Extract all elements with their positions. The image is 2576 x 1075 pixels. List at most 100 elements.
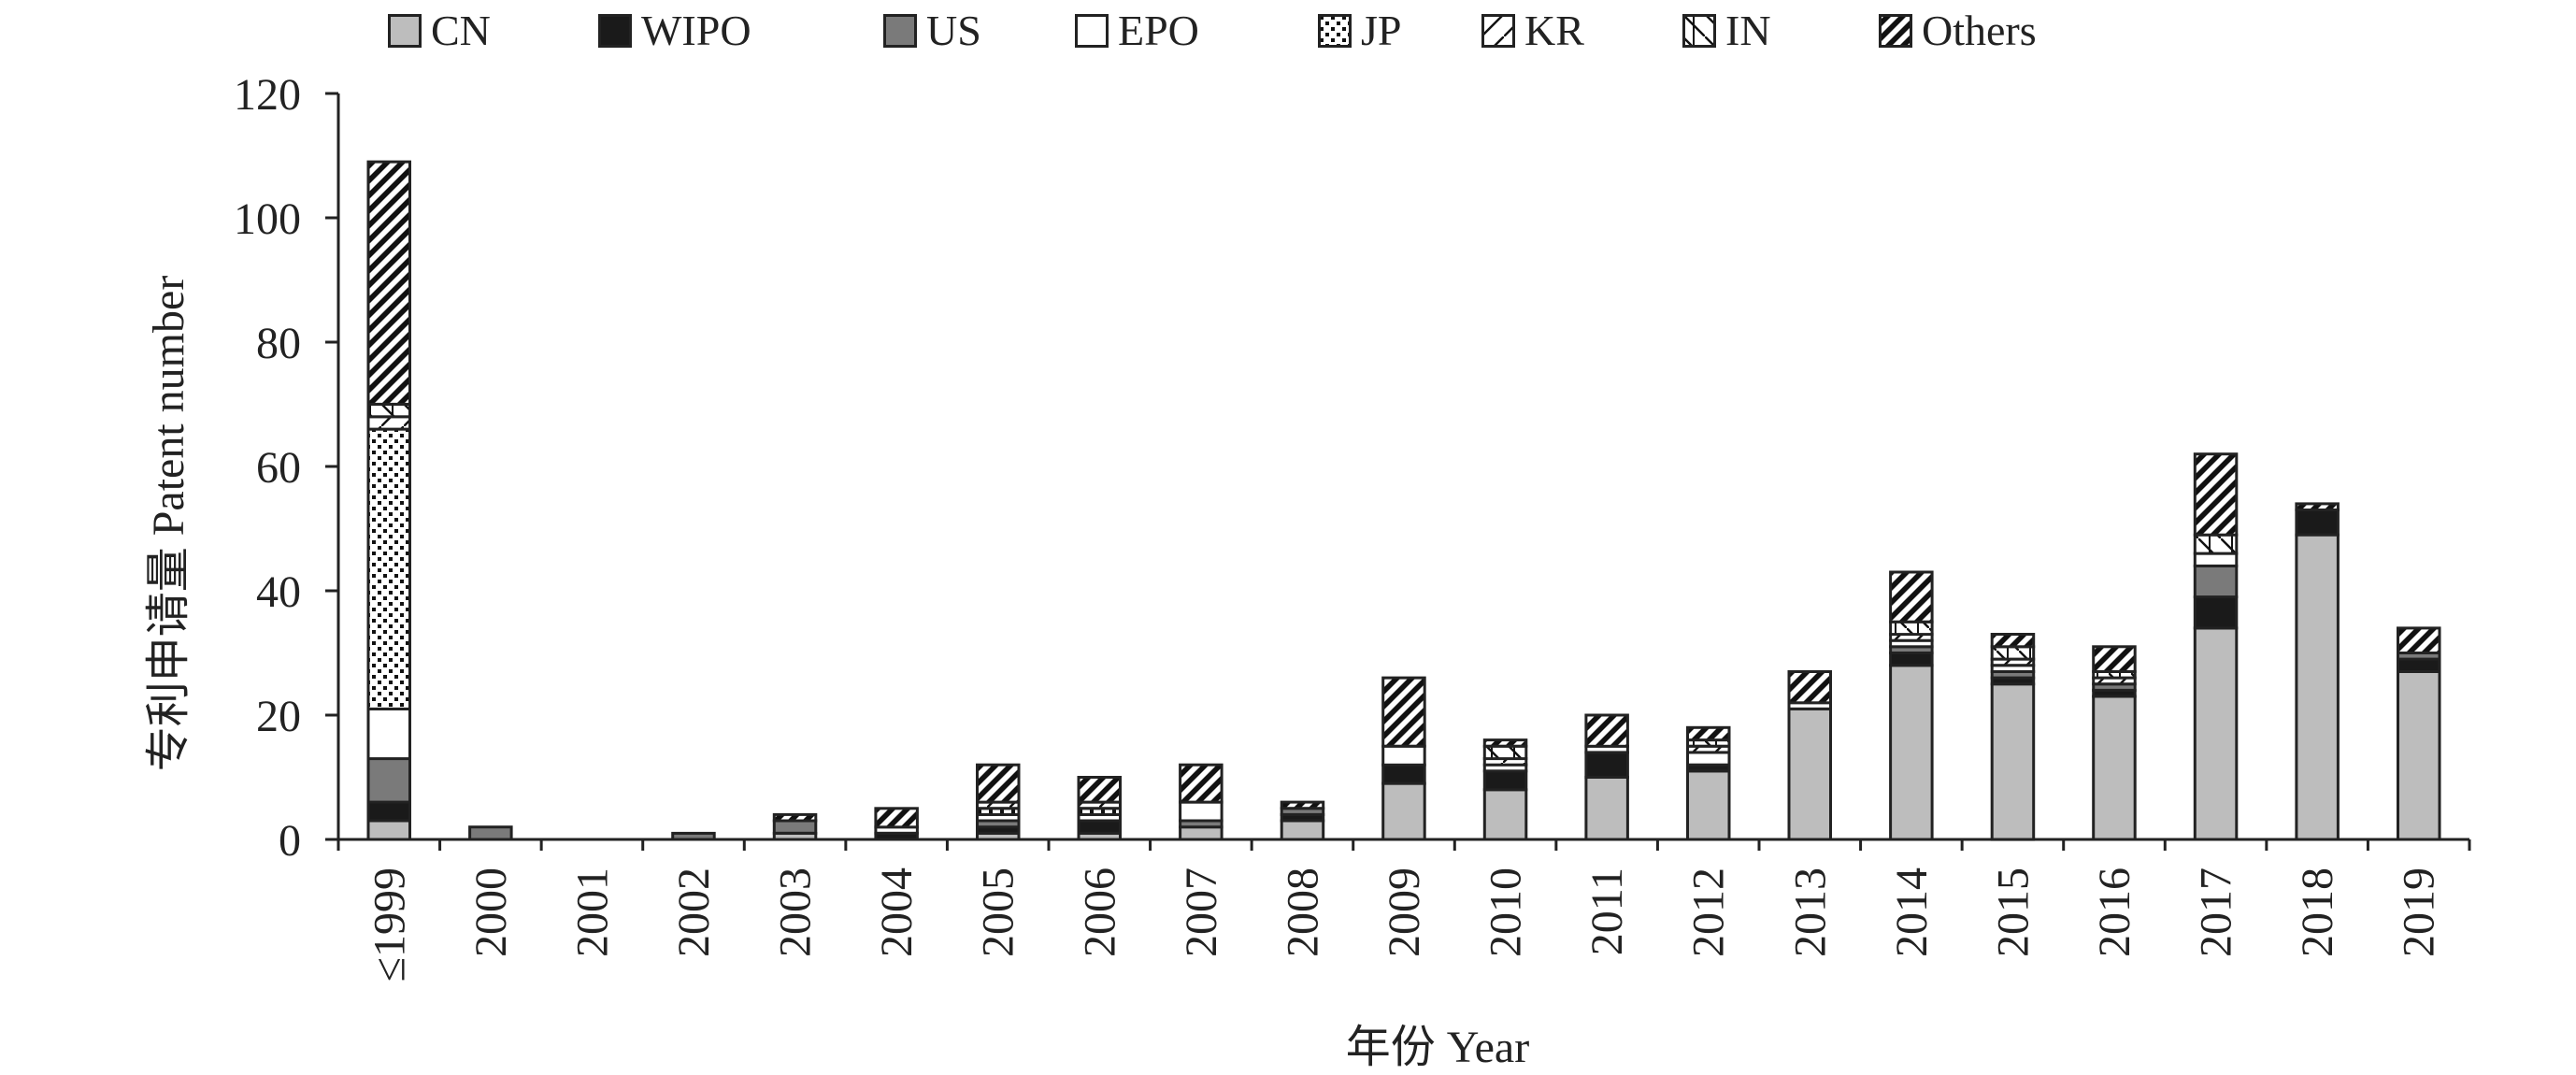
x-tick-label: 2007 <box>1177 867 1226 957</box>
bar-segment-epo-18 <box>2193 552 2239 567</box>
x-tick-label: 2011 <box>1582 867 1632 955</box>
x-tick-label: 2005 <box>974 867 1023 957</box>
bar-segment-others-14 <box>1787 670 1832 705</box>
x-axis-title: 年份 Year <box>1345 1023 1530 1072</box>
legend-item-cn: CN <box>388 7 491 54</box>
bar-segment-in-16 <box>1990 645 2036 661</box>
bar-segment-others-4 <box>772 812 818 823</box>
x-tick-label: 2015 <box>1988 867 2038 957</box>
y-axis: 0 20 40 60 80 100 120 <box>234 70 340 866</box>
bars-layer <box>366 160 2441 841</box>
bar-segment-cn-9 <box>1280 819 1325 841</box>
bar-segment-cn-19 <box>2295 533 2340 841</box>
bar-segment-epo-8 <box>1179 800 1224 823</box>
bar-segment-others-6 <box>976 763 1021 804</box>
bar-segment-wipo-7 <box>1077 819 1122 835</box>
legend-item-epo: EPO <box>1075 7 1199 54</box>
bar-segment-wipo-19 <box>2295 509 2340 537</box>
bar-segment-others-16 <box>1990 633 2036 649</box>
y-tick-label: 80 <box>256 319 301 368</box>
x-tick-label: 2012 <box>1684 867 1734 957</box>
bar-segment-us-4 <box>772 819 818 835</box>
legend-item-others: Others <box>1879 7 2037 54</box>
bar-segment-cn-11 <box>1482 788 1528 841</box>
legend-item-jp: JP <box>1318 7 1401 54</box>
bar-segment-in-18 <box>2193 533 2239 555</box>
x-tick-label: 2009 <box>1380 867 1429 957</box>
legend-item-kr: KR <box>1481 7 1584 54</box>
x-tick-label: 2002 <box>669 867 719 957</box>
y-tick-label: 40 <box>256 567 301 617</box>
bar-segment-epo-13 <box>1686 751 1731 767</box>
bar-segment-cn-17 <box>2092 695 2137 841</box>
bar-segment-others-12 <box>1584 713 1629 748</box>
bar-segment-wipo-20 <box>2397 657 2441 673</box>
x-tick-label: 2018 <box>2293 867 2342 957</box>
legend-swatch-cn <box>388 14 422 48</box>
x-tick-label: 2016 <box>2090 867 2140 957</box>
x-tick-label: 2019 <box>2395 867 2444 957</box>
legend-swatch-kr <box>1481 14 1515 48</box>
x-tick-label: 2004 <box>872 867 922 957</box>
bar-segment-epo-0 <box>366 707 411 761</box>
y-tick-label: 120 <box>234 70 301 120</box>
legend-label: EPO <box>1118 7 1199 54</box>
bar-segment-wipo-12 <box>1584 751 1629 780</box>
bar-segment-cn-13 <box>1686 769 1731 841</box>
legend: CN WIPO US EPO JP KR IN Others <box>0 0 2576 65</box>
legend-label: KR <box>1524 7 1584 54</box>
bar-segment-cn-8 <box>1179 825 1224 841</box>
y-tick-label: 0 <box>279 816 301 866</box>
bar-segment-wipo-0 <box>366 800 411 823</box>
bar-segment-others-19 <box>2295 502 2340 512</box>
bar-segment-in-15 <box>1889 620 1934 637</box>
x-tick-label: ≤1999 <box>365 867 414 982</box>
bar-segment-others-20 <box>2397 626 2441 655</box>
x-tick-label: 2010 <box>1481 867 1531 957</box>
y-tick-label: 100 <box>234 194 301 244</box>
bar-segment-cn-10 <box>1381 781 1426 841</box>
bar-segment-cn-16 <box>1990 682 2036 841</box>
bar-segment-jp-0 <box>366 427 411 710</box>
bar-segment-cn-15 <box>1889 664 1934 841</box>
bar-segment-us-18 <box>2193 564 2239 599</box>
y-axis-title: 专利申请量 Patent number <box>144 275 193 772</box>
legend-label: WIPO <box>641 7 751 54</box>
bar-segment-in-0 <box>366 403 411 419</box>
bar-segment-others-11 <box>1482 738 1528 748</box>
bar-segment-epo-10 <box>1381 744 1426 767</box>
bar-segment-others-5 <box>874 807 919 829</box>
bar-segment-us-0 <box>366 757 411 804</box>
legend-label: JP <box>1361 7 1402 54</box>
bar-segment-others-9 <box>1280 800 1325 810</box>
bar-segment-cn-18 <box>2193 626 2239 841</box>
bar-segment-others-18 <box>2193 452 2239 537</box>
x-tick-label: 2017 <box>2192 867 2241 957</box>
bar-segment-cn-20 <box>2397 670 2441 841</box>
bar-segment-cn-0 <box>366 819 411 841</box>
bar-segment-others-15 <box>1889 570 1934 624</box>
legend-swatch-others <box>1879 14 1912 48</box>
bar-segment-wipo-10 <box>1381 763 1426 785</box>
bar-segment-cn-12 <box>1584 776 1629 841</box>
legend-swatch-epo <box>1075 14 1109 48</box>
legend-swatch-wipo <box>598 14 632 48</box>
x-tick-label: 2003 <box>771 867 821 957</box>
bar-segment-us-1 <box>468 825 513 841</box>
legend-label: IN <box>1725 7 1771 54</box>
x-tick-label: 2006 <box>1075 867 1124 957</box>
bar-segment-others-7 <box>1077 776 1122 804</box>
bar-segment-wipo-11 <box>1482 769 1528 792</box>
y-tick-label: 20 <box>256 692 301 741</box>
legend-label: Others <box>1922 7 2037 54</box>
bar-segment-kr-0 <box>366 415 411 431</box>
legend-swatch-in <box>1682 14 1716 48</box>
legend-swatch-us <box>883 14 917 48</box>
bar-segment-others-17 <box>2092 645 2137 673</box>
x-tick-label: 2000 <box>466 867 516 957</box>
x-tick-label: 2008 <box>1278 867 1327 957</box>
bar-segment-others-8 <box>1179 763 1224 804</box>
bar-segment-cn-14 <box>1787 707 1832 841</box>
bar-segment-in-11 <box>1482 744 1528 761</box>
legend-label: US <box>926 7 981 54</box>
